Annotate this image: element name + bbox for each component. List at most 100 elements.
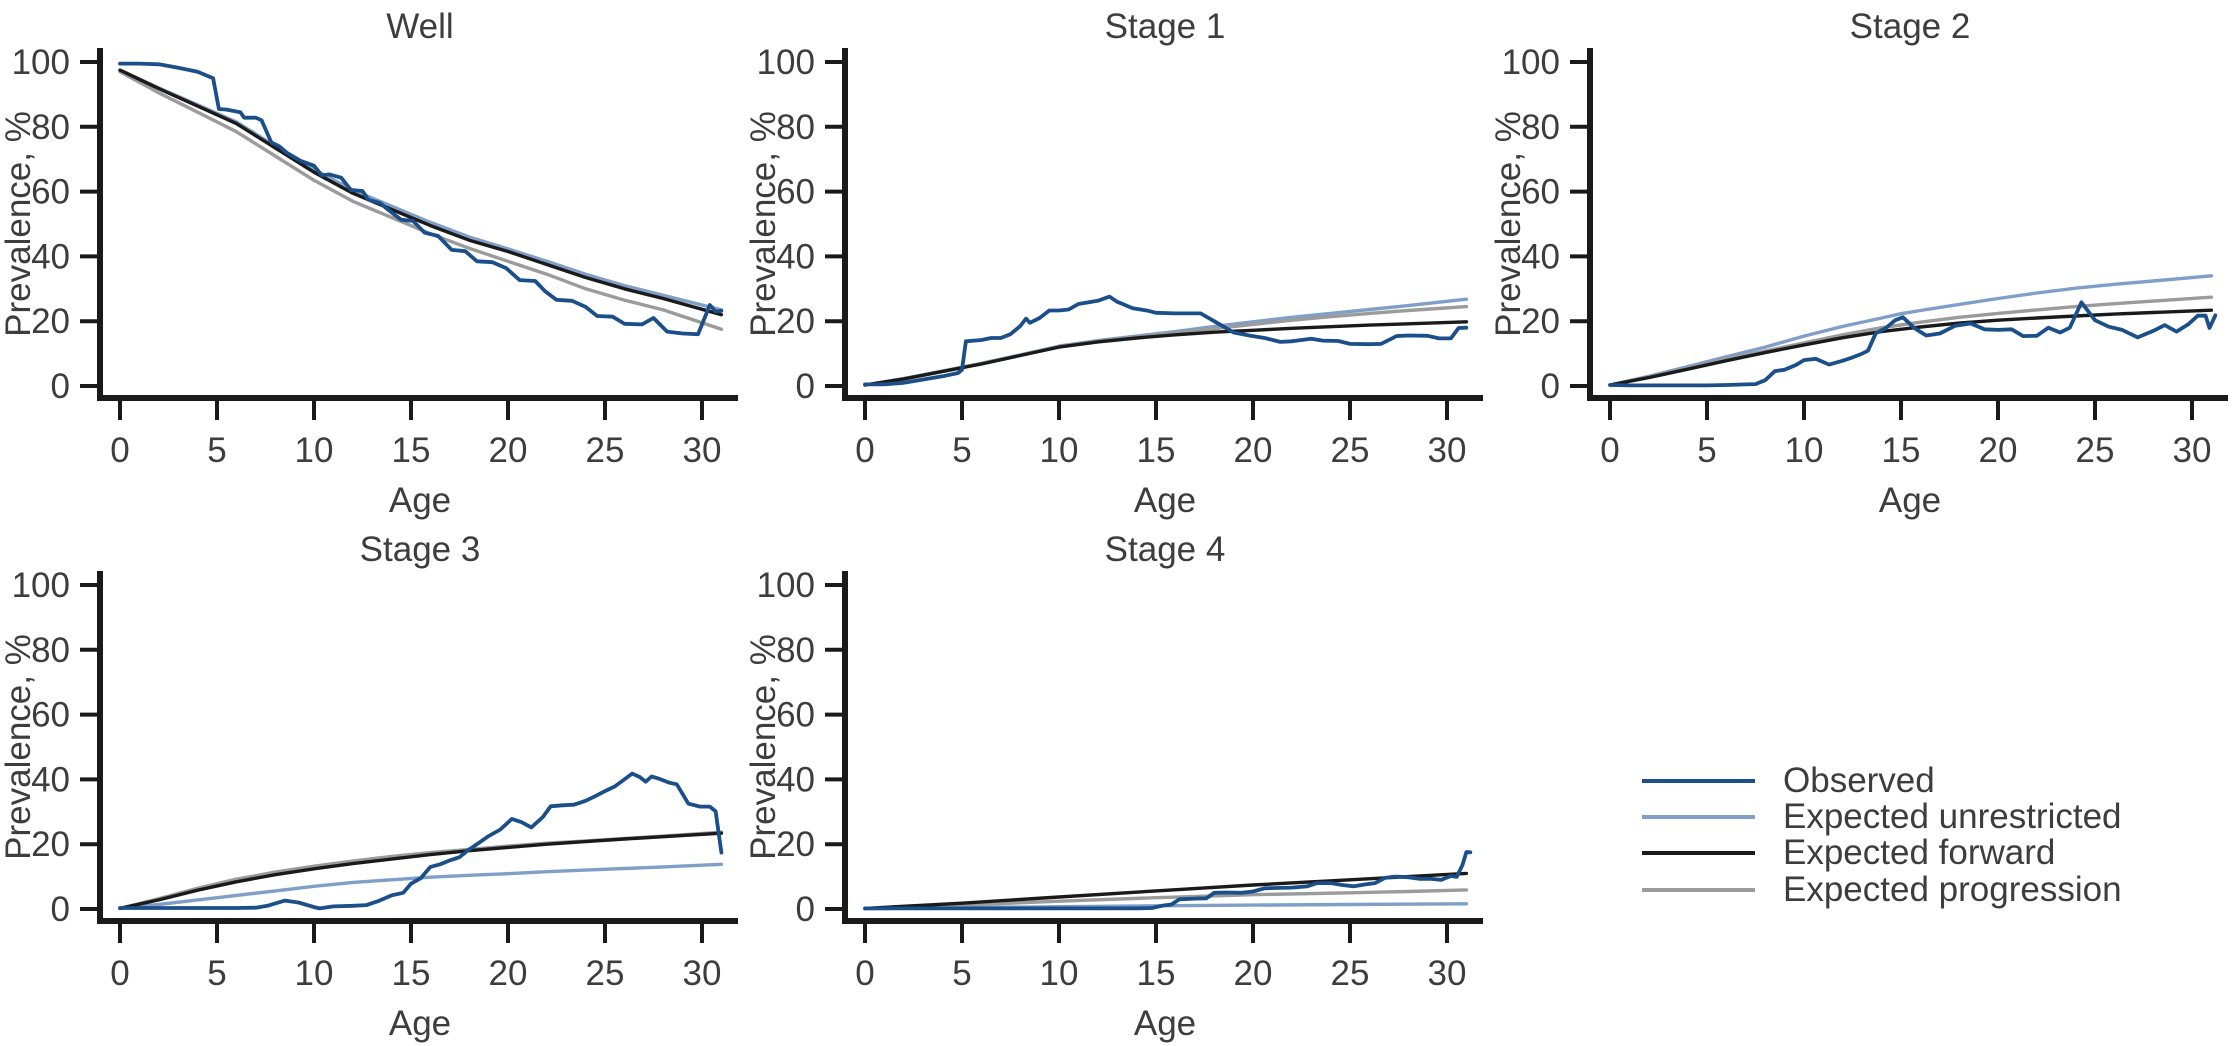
chart-stage-1: Stage 1 0 20 40 60 80 100 0 5 10 15 20 25 30 Age Preval… <box>745 7 1483 520</box>
legend: Observed Expected unrestricted Expected … <box>1490 523 2236 1046</box>
y-axis-label: Prevalence, % <box>0 111 38 337</box>
series-observed <box>118 771 724 911</box>
x-axis-label: Age <box>1134 1004 1196 1043</box>
y-tick-label: 40 <box>776 237 815 276</box>
series-expected_progression <box>118 69 724 331</box>
x-tick-label: 15 <box>392 954 431 993</box>
y-axis-label: Prevalence, % <box>745 111 783 337</box>
x-tick-label: 15 <box>1882 431 1921 470</box>
y-tick-label: 60 <box>1521 173 1560 212</box>
y-tick-label: 60 <box>31 696 70 735</box>
y-axis-label: Prevalence, % <box>745 634 783 860</box>
series-observed <box>863 294 1469 387</box>
legend-item-label: Expected forward <box>1783 833 2056 872</box>
x-tick-label: 10 <box>1040 431 1079 470</box>
x-tick-label: 25 <box>2076 431 2115 470</box>
y-tick-label: 40 <box>31 237 70 276</box>
x-tick-label: 20 <box>489 431 528 470</box>
x-tick-label: 25 <box>1331 954 1370 993</box>
x-tick-label: 25 <box>586 954 625 993</box>
y-tick-label: 60 <box>31 173 70 212</box>
y-tick-label: 20 <box>776 825 815 864</box>
series-expected_forward <box>1608 308 2214 387</box>
y-tick-label: 20 <box>776 302 815 341</box>
y-tick-label: 20 <box>31 302 70 341</box>
y-tick-label: 60 <box>776 696 815 735</box>
y-tick-label: 0 <box>796 890 815 929</box>
panel-stage-1: Stage 1 0 20 40 60 80 100 0 5 10 15 20 25 30 Age Preval… <box>745 0 1490 523</box>
x-axis-label: Age <box>389 1004 451 1043</box>
x-tick-label: 30 <box>683 431 722 470</box>
chart-title: Stage 3 <box>360 530 481 569</box>
observed-line-swatch <box>1642 778 1755 783</box>
expected-progression-line-swatch <box>1642 887 1755 892</box>
x-tick-label: 5 <box>952 431 971 470</box>
x-tick-label: 20 <box>489 954 528 993</box>
series-observed <box>1608 300 2218 388</box>
y-tick-label: 80 <box>31 108 70 147</box>
legend-item-label: Expected unrestricted <box>1783 797 2122 836</box>
x-tick-label: 10 <box>295 431 334 470</box>
x-axis-label: Age <box>389 481 451 520</box>
legend-item-observed: Observed <box>1642 763 1935 798</box>
x-tick-label: 0 <box>855 431 874 470</box>
x-tick-label: 0 <box>110 954 129 993</box>
y-tick-label: 100 <box>757 43 815 82</box>
x-tick-label: 25 <box>1331 431 1370 470</box>
x-tick-label: 15 <box>392 431 431 470</box>
chart-title: Stage 2 <box>1850 7 1971 46</box>
legend-item-label: Observed <box>1783 761 1935 800</box>
panel-stage-2: Stage 2 0 20 40 60 80 100 0 5 10 15 20 25 30 Age Preval… <box>1490 0 2236 523</box>
y-tick-label: 20 <box>1521 302 1560 341</box>
series-expected_forward <box>118 68 724 317</box>
panel-stage-4: Stage 4 0 20 40 60 80 100 0 5 10 15 20 25 30 Age Preval… <box>745 523 1490 1046</box>
y-tick-label: 80 <box>776 108 815 147</box>
legend-item-expected-unrestricted: Expected unrestricted <box>1642 799 2122 834</box>
x-axis-label: Age <box>1879 481 1941 520</box>
panel-stage-3: Stage 3 0 20 40 60 80 100 0 5 10 15 20 25 30 Age Preval… <box>0 523 745 1046</box>
y-tick-label: 60 <box>776 173 815 212</box>
series-expected_forward <box>118 831 724 911</box>
y-axis-label: Prevalence, % <box>0 634 38 860</box>
chart-stage-3: Stage 3 0 20 40 60 80 100 0 5 10 15 20 25 30 Age Preval… <box>0 530 738 1043</box>
x-tick-label: 30 <box>2173 431 2212 470</box>
series-expected_progression <box>863 888 1469 911</box>
x-tick-label: 20 <box>1234 431 1273 470</box>
x-tick-label: 25 <box>586 431 625 470</box>
x-tick-label: 5 <box>207 431 226 470</box>
expected-forward-line-swatch <box>1642 850 1755 855</box>
x-tick-label: 0 <box>110 431 129 470</box>
x-tick-label: 10 <box>1040 954 1079 993</box>
y-tick-label: 80 <box>776 631 815 670</box>
y-axis-label: Prevalence, % <box>1490 111 1528 337</box>
x-tick-label: 5 <box>207 954 226 993</box>
chart-well: Well 0 20 40 60 80 100 0 5 10 15 20 25 30 Age Prevalenc… <box>0 7 738 520</box>
y-tick-label: 80 <box>31 631 70 670</box>
x-tick-label: 30 <box>683 954 722 993</box>
chart-title: Stage 4 <box>1105 530 1226 569</box>
x-axis-label: Age <box>1134 481 1196 520</box>
y-tick-label: 100 <box>12 43 70 82</box>
y-tick-label: 40 <box>776 760 815 799</box>
chart-title: Well <box>386 7 453 46</box>
x-tick-label: 10 <box>295 954 334 993</box>
y-tick-label: 40 <box>31 760 70 799</box>
chart-stage-2: Stage 2 0 20 40 60 80 100 0 5 10 15 20 25 30 Age Preval… <box>1490 7 2228 520</box>
y-tick-label: 100 <box>1502 43 1560 82</box>
x-tick-label: 5 <box>1697 431 1716 470</box>
x-tick-label: 5 <box>952 954 971 993</box>
y-tick-label: 0 <box>51 367 70 406</box>
y-tick-label: 40 <box>1521 237 1560 276</box>
chart-stage-4: Stage 4 0 20 40 60 80 100 0 5 10 15 20 25 30 Age Preval… <box>745 530 1483 1043</box>
x-tick-label: 10 <box>1785 431 1824 470</box>
expected-unrestricted-line-swatch <box>1642 814 1755 819</box>
y-tick-label: 0 <box>1541 367 1560 406</box>
series-observed <box>863 850 1473 911</box>
x-tick-label: 30 <box>1428 954 1467 993</box>
x-tick-label: 20 <box>1234 954 1273 993</box>
panel-well: Well 0 20 40 60 80 100 0 5 10 15 20 25 30 Age Prevalenc… <box>0 0 745 523</box>
series-expected_progression <box>1608 295 2214 387</box>
y-tick-label: 20 <box>31 825 70 864</box>
x-tick-label: 15 <box>1137 954 1176 993</box>
x-tick-label: 15 <box>1137 431 1176 470</box>
